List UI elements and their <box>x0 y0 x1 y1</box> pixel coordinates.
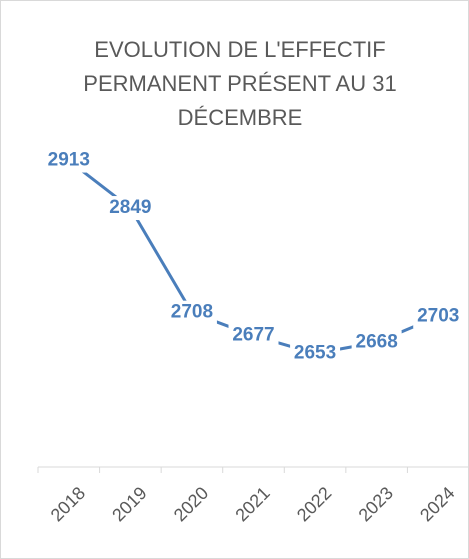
data-label-bg <box>105 196 156 221</box>
data-label-bg <box>166 300 217 325</box>
data-label: 2703 <box>417 305 459 326</box>
chart-title: EVOLUTION DE L'EFFECTIF PERMANENT PRÉSEN… <box>83 37 397 130</box>
x-tick-label: 2022 <box>293 483 335 525</box>
data-label-bg <box>43 148 94 173</box>
x-tick-label: 2019 <box>108 483 150 525</box>
data-label-bg <box>228 323 279 348</box>
x-tick-label: 2024 <box>416 483 458 525</box>
data-label: 2668 <box>356 331 398 352</box>
data-label: 2653 <box>294 342 336 363</box>
data-label: 2849 <box>109 197 151 218</box>
data-label-bg <box>413 304 464 329</box>
data-label: 2708 <box>171 302 213 323</box>
x-tick-label: 2023 <box>355 483 397 525</box>
x-tick-label: 2020 <box>170 483 212 525</box>
data-label: 2913 <box>48 150 90 171</box>
data-label-bg <box>290 341 341 366</box>
x-tick-label: 2021 <box>231 483 273 525</box>
x-tick-label: 2018 <box>47 483 89 525</box>
data-label-bg <box>351 330 402 355</box>
data-label: 2677 <box>232 325 274 346</box>
